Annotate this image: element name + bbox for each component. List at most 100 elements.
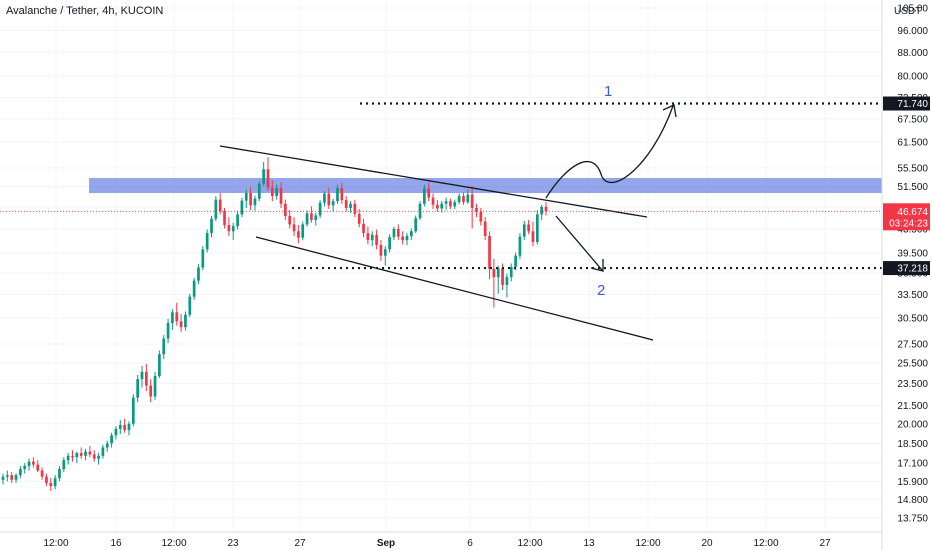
price-tick-label: 88.000: [897, 48, 928, 59]
candle-body: [14, 475, 18, 480]
candle-body: [5, 475, 9, 477]
candle-body: [540, 206, 544, 215]
annotation-2: 2: [597, 282, 605, 299]
level-tag: [883, 261, 930, 276]
candle-body: [292, 224, 296, 232]
candle-body: [101, 447, 105, 456]
candle-body: [244, 193, 248, 201]
candle-body: [66, 455, 70, 461]
candle-body: [535, 214, 539, 242]
candle-body: [427, 188, 431, 198]
candle-body: [314, 215, 318, 220]
last-price-countdown: 03:24:23: [889, 218, 928, 229]
candle-body: [318, 202, 322, 216]
candle-body: [10, 475, 14, 480]
candle-body: [205, 233, 209, 250]
candle-body: [275, 188, 279, 197]
time-tick-label: 12:00: [753, 538, 778, 549]
time-tick-label: 12:00: [635, 538, 660, 549]
time-tick-label: 6: [467, 538, 473, 549]
chart-title: Avalanche / Tether, 4h, KUCOIN: [6, 5, 163, 17]
candle-body: [188, 296, 192, 315]
candle-body: [366, 233, 370, 241]
price-tick-label: 14.800: [897, 495, 928, 506]
candle-body: [340, 188, 344, 201]
candle-body: [527, 224, 530, 232]
price-tick-label: 17.100: [897, 459, 928, 470]
candle-body: [92, 454, 96, 459]
price-tick-label: 30.500: [897, 313, 928, 324]
candle-body: [158, 354, 161, 377]
candle-body: [136, 379, 140, 398]
level-tag: [883, 96, 930, 111]
channel-lower-line: [255, 236, 654, 341]
candle-body: [153, 376, 157, 397]
candle-body: [36, 464, 40, 471]
candle-body: [123, 425, 126, 431]
candle-body: [131, 397, 135, 424]
candle-body: [88, 451, 92, 455]
candle-body: [236, 214, 239, 227]
candle-body: [501, 268, 504, 285]
time-tick-label: 27: [819, 538, 831, 549]
candle-body: [192, 280, 196, 297]
candle-body: [401, 236, 404, 241]
price-levels: [0, 102, 882, 270]
time-tick-label: 23: [227, 538, 239, 549]
candle-body: [531, 231, 535, 242]
candle-body: [145, 371, 148, 386]
candle-body: [305, 213, 309, 225]
candle-body: [27, 461, 31, 467]
price-tick-label: 23.500: [897, 379, 928, 390]
price-tick-label: 67.500: [897, 114, 928, 125]
last-price-tag: [883, 203, 930, 231]
candle-body: [379, 245, 383, 256]
candle-body: [375, 234, 378, 246]
candle-body: [19, 469, 22, 476]
candle-body: [349, 203, 352, 208]
time-tick-label: 13: [583, 538, 595, 549]
candle-body: [71, 455, 74, 458]
time-tick-label: 12:00: [43, 538, 68, 549]
candle-body: [210, 218, 213, 234]
candle-body: [544, 206, 548, 212]
candle-body: [53, 478, 57, 487]
price-tick-label: 27.500: [897, 339, 928, 350]
candle-body: [197, 267, 200, 281]
candle-body: [49, 482, 53, 487]
candle-body: [127, 423, 131, 431]
candle-body: [462, 196, 465, 203]
candle-body: [171, 312, 174, 323]
annotation-1: 1: [604, 83, 612, 100]
candle-body: [440, 203, 444, 209]
candle-body: [97, 455, 100, 459]
candle-body: [514, 255, 517, 267]
bearish-arrowhead: [590, 259, 604, 272]
candle-body: [414, 218, 418, 232]
time-tick-label: 12:00: [161, 538, 186, 549]
price-tick-label: 39.500: [897, 249, 928, 260]
candle-body: [336, 188, 339, 202]
candles: [1, 157, 548, 491]
candle-body: [162, 338, 166, 355]
time-axis[interactable]: 12:00 16 12:00 23 27 Sep 6 12:00 13 12:00 20 12:00 2…: [43, 538, 831, 549]
candle-body: [483, 221, 487, 236]
candle-body: [310, 213, 313, 220]
candle-body: [118, 425, 122, 429]
time-tick-label: 12:00: [517, 538, 542, 549]
candle-body: [436, 204, 439, 209]
candle-body: [140, 371, 144, 380]
candle-body: [388, 237, 391, 250]
candle-body: [75, 453, 79, 458]
price-tick-label: 51.500: [897, 182, 928, 193]
price-tick-label: 13.750: [897, 513, 928, 524]
candle-body: [40, 470, 44, 477]
candle-body: [357, 213, 361, 224]
candle-body: [266, 169, 270, 188]
candle-body: [240, 200, 244, 215]
currency-label: USDT: [894, 6, 921, 17]
candle-body: [405, 235, 409, 241]
